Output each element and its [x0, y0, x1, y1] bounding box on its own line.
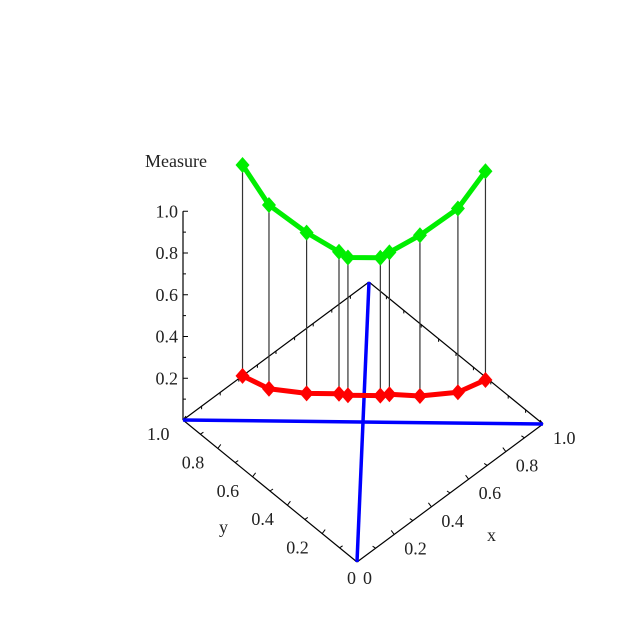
z-tick-label: 1.0 [156, 201, 179, 221]
base-point-marker [450, 384, 465, 401]
measure-point-marker [299, 224, 314, 241]
x-axis-tick [372, 545, 376, 549]
y-tick-label: 0 [347, 568, 356, 588]
base-point-marker [373, 387, 388, 404]
x-axis-label: x [487, 525, 496, 545]
measure-point-marker [235, 157, 250, 174]
axes: 0 0.2 0.4 0.6 0.8 1.0 0 0.2 0.4 0.6 0.8 1.0 0.2 0.4 0.… [147, 201, 576, 588]
measure-curve [240, 163, 488, 261]
y-tick-label: 0.8 [182, 452, 205, 472]
base-point-marker [478, 371, 493, 388]
y-axis-tick [321, 529, 326, 534]
x-tick-label: 0.2 [404, 538, 427, 558]
y-axis-tick [252, 472, 257, 478]
measure-point-marker [412, 227, 427, 244]
y-tick-label: 0.2 [286, 538, 309, 558]
z-tick-label: 0.8 [156, 243, 179, 263]
z-axis-label: Measure [145, 151, 207, 171]
z-tick-label: 0.4 [156, 327, 179, 347]
y-axis-label: y [219, 517, 228, 537]
y-axis-tick [234, 460, 239, 464]
x-axis-tick [390, 530, 395, 535]
base-point-marker [261, 380, 276, 397]
x-axis-tick [446, 490, 451, 494]
x-axis-tick [427, 502, 432, 508]
z-tick-label: 0.6 [156, 285, 179, 305]
y-axis-tick [286, 500, 291, 506]
x-tick-label: 0 [363, 568, 372, 588]
x-axis-tick [502, 447, 507, 452]
x-tick-label: 1.0 [553, 428, 576, 448]
y-tick-label: 0.4 [251, 509, 274, 529]
measure-point-marker [478, 163, 493, 180]
base-point-marker [412, 388, 427, 405]
base-curve [241, 373, 487, 399]
data [182, 157, 544, 563]
z-tick-label: 0.2 [156, 368, 179, 388]
diagonal-line [182, 418, 544, 426]
x-axis-tick [483, 462, 488, 466]
y-axis-tick [269, 488, 274, 492]
y-tick-label: 1.0 [147, 424, 170, 444]
x-axis-tick [409, 518, 414, 522]
base-point-marker [382, 386, 397, 403]
x-tick-label: 0.6 [479, 483, 502, 503]
y-tick-label: 0.6 [217, 481, 240, 501]
measure-point-marker [261, 197, 276, 214]
y-axis-tick [200, 431, 204, 435]
y-axis-tick [339, 545, 343, 549]
y-axis-tick [304, 516, 309, 520]
base-point-marker [299, 385, 314, 402]
x-tick-label: 0.8 [516, 456, 539, 476]
base-point-marker [340, 387, 355, 404]
measure-point-marker [450, 200, 465, 217]
x-axis-tick [521, 435, 525, 439]
base-point-marker [332, 385, 346, 402]
x-tick-label: 0.4 [441, 511, 464, 531]
base-point-marker [235, 367, 250, 384]
measure-point-marker [382, 244, 397, 261]
y-axis-tick [217, 444, 222, 449]
measure-point-marker [340, 249, 355, 266]
x-axis-tick [465, 474, 470, 480]
